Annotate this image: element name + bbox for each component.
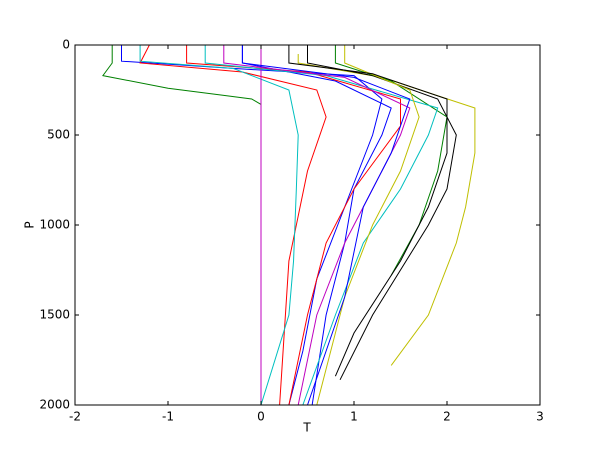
data-line <box>241 45 411 406</box>
x-tick-label: 0 <box>257 410 265 424</box>
data-line <box>288 45 448 377</box>
data-line <box>139 44 327 406</box>
y-tick-label: 1500 <box>39 308 70 322</box>
y-tick-label: 500 <box>47 128 70 142</box>
data-line <box>139 45 299 406</box>
x-tick-label: 2 <box>443 410 451 424</box>
x-tick-label: 3 <box>536 410 544 424</box>
data-line <box>223 45 411 406</box>
x-axis-label: T <box>302 421 311 435</box>
data-line <box>121 45 383 406</box>
data-line <box>204 45 439 406</box>
y-tick-label: 2000 <box>39 398 70 412</box>
data-line <box>102 45 262 105</box>
y-tick-label: 0 <box>62 38 70 52</box>
data-line <box>307 45 457 381</box>
x-tick-label: -2 <box>69 410 81 424</box>
y-tick-label: 1000 <box>39 218 70 232</box>
data-line <box>316 45 420 406</box>
x-tick-label: 1 <box>350 410 358 424</box>
x-tick-label: -1 <box>162 410 174 424</box>
y-axis-label: P <box>23 221 37 228</box>
